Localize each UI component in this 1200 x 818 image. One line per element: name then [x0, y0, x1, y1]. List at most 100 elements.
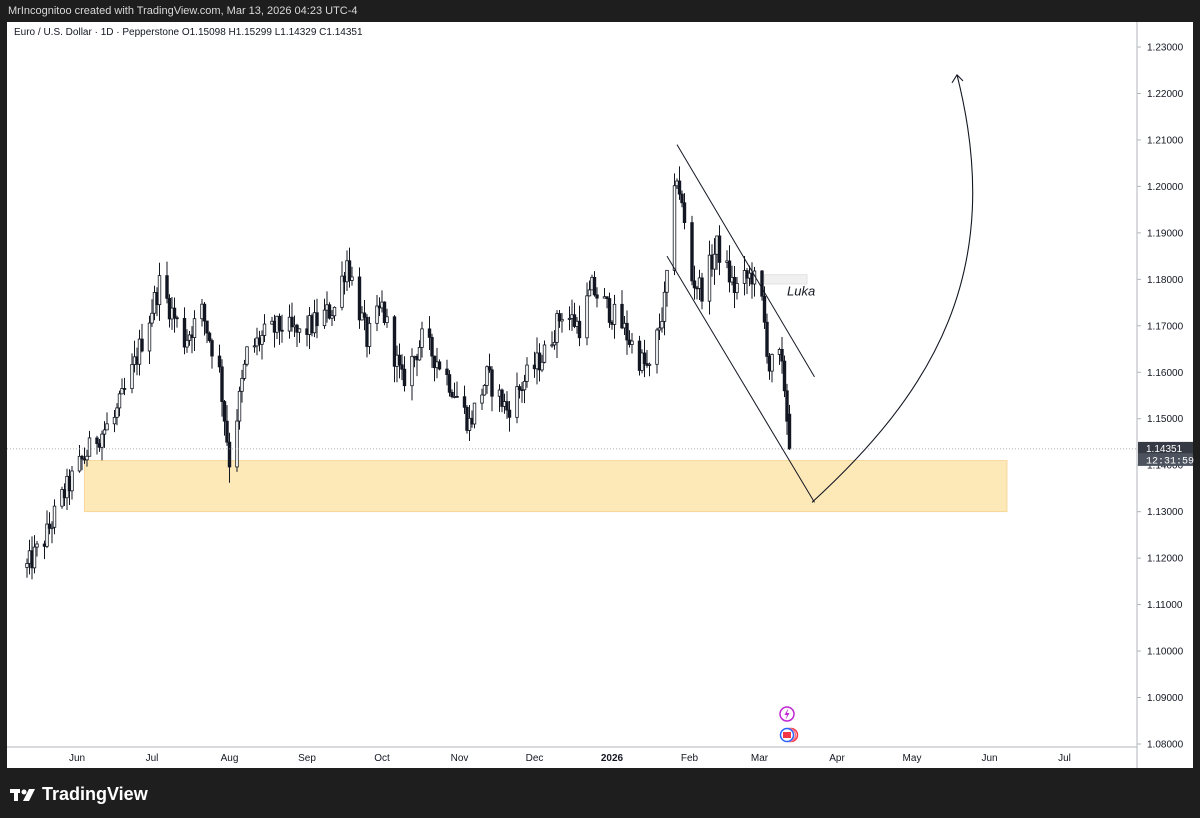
- candle-body: [607, 298, 612, 323]
- y-tick-label: 1.22000: [1147, 89, 1184, 100]
- candle-body: [350, 276, 354, 281]
- price-tag-box: [1138, 441, 1193, 454]
- candle-body: [242, 363, 247, 379]
- candle-body: [297, 328, 302, 333]
- candle-body: [727, 260, 732, 283]
- candle-body: [567, 318, 572, 320]
- y-tick-label: 1.16000: [1147, 368, 1184, 379]
- demand-zone: [84, 460, 1008, 513]
- x-tick-label: Aug: [221, 753, 239, 764]
- candle-body: [712, 253, 717, 270]
- candle-body: [202, 303, 207, 322]
- candle-body: [487, 366, 492, 371]
- candle-body: [205, 320, 209, 334]
- candle-body: [437, 361, 442, 370]
- candle-body: [120, 388, 124, 395]
- candle-body: [262, 323, 267, 336]
- candle-body: [290, 316, 294, 328]
- candle-body: [245, 346, 249, 365]
- x-tick-label: Dec: [526, 753, 544, 764]
- y-tick-label: 1.21000: [1147, 135, 1184, 146]
- candle-body: [665, 269, 669, 293]
- candle-body: [280, 329, 284, 332]
- price-tag-value: 1.14351: [1146, 444, 1183, 455]
- candle-body: [402, 368, 407, 387]
- candle-body: [625, 322, 629, 341]
- candle-body: [222, 401, 227, 422]
- candle-body: [47, 523, 52, 529]
- candle-body: [760, 270, 764, 297]
- candle-body: [252, 345, 257, 348]
- countdown-box: [1138, 453, 1193, 466]
- chart-area[interactable]: [7, 22, 1193, 768]
- candle-body: [447, 374, 452, 393]
- candle-body: [50, 526, 54, 529]
- candle-body: [117, 393, 122, 409]
- candle-body: [647, 363, 652, 366]
- candle-body: [400, 364, 404, 370]
- candle-body: [707, 254, 712, 302]
- tradingview-logo[interactable]: TradingView: [10, 784, 148, 805]
- candle-body: [397, 354, 402, 366]
- candle-body: [717, 235, 722, 263]
- candle-body: [52, 505, 57, 528]
- candle-body: [662, 291, 667, 322]
- candle-body: [542, 344, 547, 363]
- lightning-bolt: [784, 708, 790, 720]
- candle-body: [677, 180, 682, 195]
- candle-body: [32, 546, 37, 569]
- candle-body: [35, 543, 39, 548]
- candle-body: [185, 339, 189, 348]
- candle-body: [140, 338, 144, 352]
- candle-body: [240, 378, 244, 392]
- candle-body: [765, 321, 769, 357]
- symbol-info: Euro / U.S. Dollar · 1D · Pepperstone O1…: [14, 27, 363, 38]
- candle-body: [550, 344, 554, 347]
- candle-body: [680, 193, 684, 204]
- x-tick-label: Sep: [298, 753, 316, 764]
- x-tick-label: Apr: [829, 753, 845, 764]
- candle-body: [682, 202, 687, 223]
- candle-body: [410, 355, 414, 387]
- candle-body: [472, 402, 477, 425]
- candle-body: [787, 413, 792, 450]
- candle-body: [182, 317, 187, 348]
- candle-body: [332, 306, 337, 317]
- candle-body: [612, 303, 617, 325]
- annotation-box: [764, 274, 808, 285]
- candle-body: [70, 470, 74, 492]
- channel-upper-line: [676, 144, 815, 378]
- candle-body: [700, 277, 704, 302]
- candle-body: [357, 276, 362, 321]
- x-tick-label: Nov: [451, 753, 469, 764]
- candle-body: [552, 341, 557, 346]
- x-tick-label: Feb: [681, 753, 699, 764]
- candle-body: [605, 296, 609, 299]
- candle-body: [585, 295, 589, 339]
- candle-body: [515, 386, 519, 418]
- candle-body: [560, 318, 564, 322]
- channel-lower-line: [666, 255, 815, 503]
- candle-body: [592, 276, 597, 296]
- x-tick-label: Oct: [374, 753, 390, 764]
- candle-body: [517, 386, 522, 391]
- candle-body: [490, 369, 494, 397]
- projection-arrow-curve: [811, 74, 974, 503]
- candle-body: [227, 441, 232, 468]
- candle-body: [277, 315, 282, 331]
- candle-body: [782, 360, 787, 392]
- y-tick-label: 1.09000: [1147, 693, 1184, 704]
- candle-body: [367, 322, 372, 347]
- candle-body: [525, 364, 529, 382]
- candle-body: [375, 305, 379, 324]
- candle-body: [95, 437, 99, 445]
- countdown-value: 12:31:59: [1146, 456, 1194, 467]
- candle-body: [45, 523, 49, 547]
- x-tick-label: Jul: [146, 753, 159, 764]
- candle-body: [210, 340, 214, 357]
- candle-body: [102, 429, 107, 435]
- candle-body: [192, 318, 197, 338]
- candle-body: [330, 315, 334, 319]
- candle-body: [340, 275, 344, 308]
